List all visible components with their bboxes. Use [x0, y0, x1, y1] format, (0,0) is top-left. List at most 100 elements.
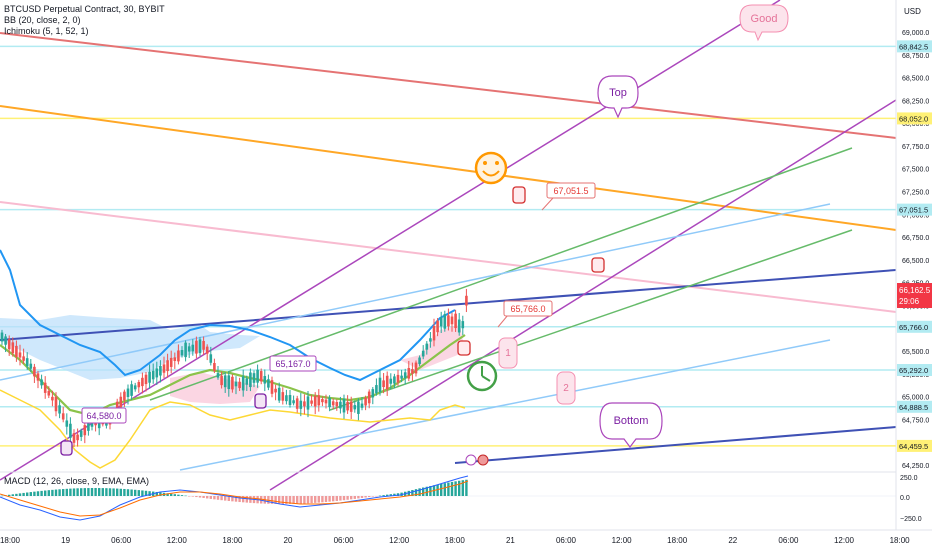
macd-bar	[188, 496, 191, 497]
candle-body	[285, 395, 288, 402]
macd-bar	[72, 488, 76, 496]
current-price-label: 66,162.5 29:06	[897, 283, 932, 308]
macd-bar	[303, 496, 306, 504]
macd-pane	[0, 471, 896, 521]
hand-pointer-icon-1[interactable]	[512, 186, 526, 204]
macd-bar	[141, 490, 144, 496]
ichimoku-indicator-label[interactable]: Ichimoku (5, 1, 52, 1)	[4, 26, 89, 36]
candle-body	[76, 434, 79, 441]
candle-body	[263, 376, 267, 384]
macd-bar	[231, 496, 234, 502]
macd-bar	[166, 493, 169, 496]
chart-legend: BTCUSD Perpetual Contract, 30, BYBIT BB …	[4, 4, 165, 37]
macd-tick-labels: 250.0 0.0 −250.0	[900, 475, 922, 523]
candle-body	[43, 382, 47, 393]
candle-body	[407, 368, 411, 379]
price-callout-67051[interactable]: 67,051.5	[541, 182, 596, 211]
candle-body	[94, 421, 97, 426]
candle-body	[7, 339, 11, 350]
macd-bar	[418, 488, 421, 496]
macd-bar	[130, 489, 133, 496]
symbol-title[interactable]: BTCUSD Perpetual Contract, 30, BYBIT	[4, 4, 165, 14]
candle-body	[213, 363, 216, 371]
current-price-text: 66,162.5	[899, 286, 931, 295]
candle-body	[274, 388, 277, 393]
annotation-good[interactable]: Good	[739, 4, 789, 42]
candle-body	[25, 358, 29, 367]
candle-body	[249, 372, 252, 388]
event-icons[interactable]	[465, 454, 489, 466]
level-tag-text: 64,888.5	[899, 403, 928, 412]
macd-bar	[454, 481, 457, 496]
macd-bar	[440, 483, 443, 496]
price-callout-64580[interactable]: 64,580.0	[81, 407, 127, 424]
candle-body	[141, 377, 144, 387]
macd-bar	[18, 493, 22, 496]
callout-67051-text: 67,051.5	[553, 186, 588, 196]
price-callout-65766[interactable]: 65,766.0	[497, 300, 553, 328]
smiley-emoji-icon[interactable]	[474, 151, 508, 185]
time-tick: 18:00	[0, 536, 21, 545]
bb-indicator-label[interactable]: BB (20, close, 2, 0)	[4, 15, 81, 25]
time-tick: 06:00	[111, 536, 132, 545]
macd-bar	[54, 489, 58, 496]
wave-label-2[interactable]: 2	[556, 371, 576, 405]
candle-body	[357, 401, 360, 414]
candle-body	[90, 422, 94, 427]
clock-emoji-icon[interactable]	[466, 360, 498, 392]
price-tick: 69,000.0	[902, 30, 929, 37]
annotation-bottom[interactable]: Bottom	[599, 402, 663, 448]
price-tick: 68,500.0	[902, 76, 929, 83]
candle-body	[4, 336, 7, 345]
macd-bar	[116, 488, 119, 496]
candle-body	[411, 369, 414, 374]
candle-body	[317, 395, 321, 406]
price-tick-labels: 69,000.0 68,750.0 68,500.0 68,250.0 68,000.0…	[897, 30, 932, 470]
wave-label-1[interactable]: 1	[498, 337, 518, 369]
candle-body	[126, 388, 130, 397]
level-tag	[897, 320, 932, 333]
candle-body	[231, 376, 234, 390]
us-flag-icon	[477, 454, 489, 466]
macd-bar	[155, 491, 158, 496]
candle-body	[245, 378, 249, 385]
hand-pointer-icon-3[interactable]	[457, 340, 471, 356]
macd-bar	[108, 488, 112, 496]
candle-body	[162, 364, 166, 373]
candle-body	[310, 400, 313, 404]
candle-body	[61, 413, 65, 420]
price-callout-65167[interactable]: 65,167.0	[269, 355, 317, 372]
level-tag	[897, 400, 932, 413]
hand-pointer-icon-2[interactable]	[591, 257, 605, 273]
macd-bar	[288, 496, 292, 504]
time-axis[interactable]	[0, 530, 932, 550]
candle-body	[148, 371, 151, 383]
trend-lines	[0, 0, 897, 491]
price-tick: 67,750.0	[902, 144, 929, 151]
candle-body	[29, 363, 33, 369]
macd-bar	[173, 494, 176, 496]
macd-bar	[364, 496, 367, 498]
currency-label[interactable]: USD	[904, 7, 921, 16]
macd-bar	[447, 482, 450, 496]
candle-body	[130, 384, 133, 396]
macd-bar	[123, 488, 126, 496]
macd-bar	[0, 495, 4, 497]
macd-bar	[148, 491, 151, 496]
macd-bar	[29, 492, 32, 496]
macd-bar	[321, 496, 324, 503]
macd-bar	[202, 496, 205, 498]
macd-bar	[213, 496, 216, 500]
macd-bar	[112, 488, 115, 496]
candle-body	[389, 378, 393, 384]
hand-pointer-icon-5[interactable]	[60, 440, 73, 456]
price-tick: 64,250.0	[902, 463, 929, 470]
macd-indicator-label[interactable]: MACD (12, 26, close, 9, EMA, EMA)	[4, 476, 150, 486]
macd-bar	[335, 496, 338, 501]
hand-pointer-icon-4[interactable]	[254, 393, 267, 409]
macd-bar	[216, 496, 220, 500]
candle-body	[87, 422, 90, 431]
macd-bar	[191, 496, 194, 497]
annotation-top[interactable]: Top	[597, 75, 639, 119]
